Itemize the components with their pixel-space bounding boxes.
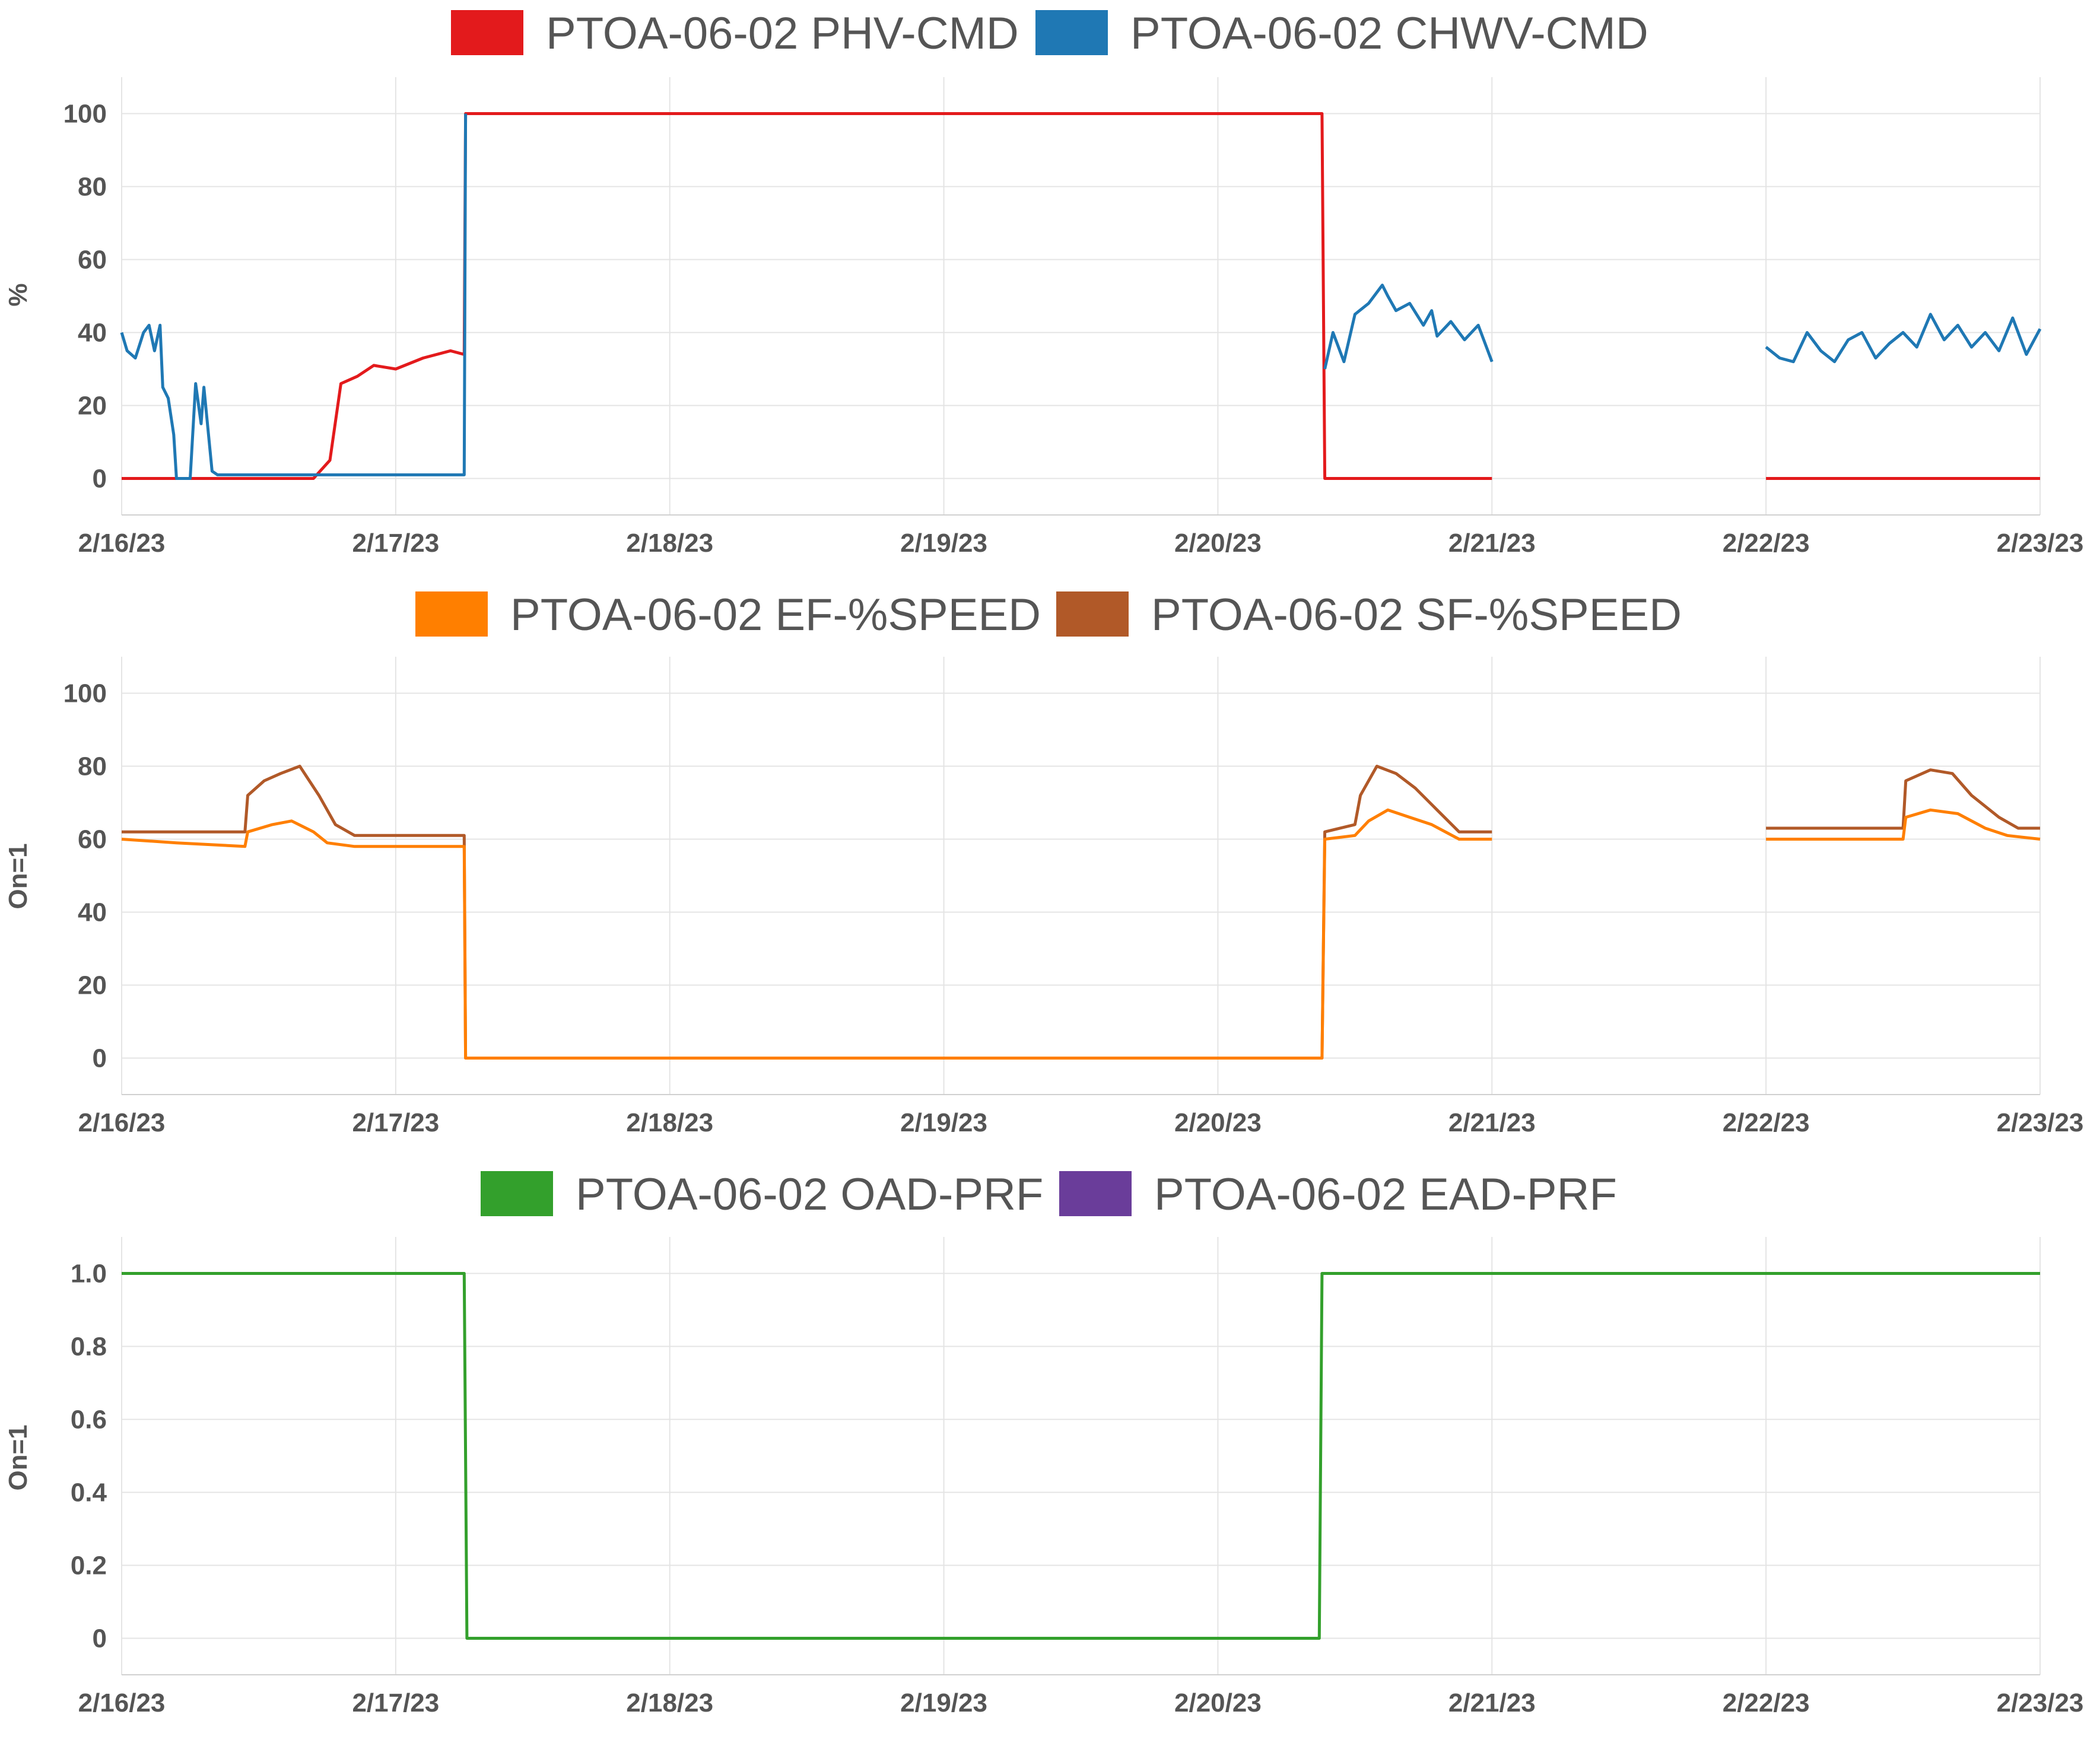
x-tick-label: 2/21/23 bbox=[1448, 1688, 1536, 1717]
series-line-ptoa-06-02-phv-cmd-seg-1 bbox=[122, 112, 1492, 480]
x-tick-label: 2/20/23 bbox=[1174, 529, 1262, 558]
y-tick-label: 0.8 bbox=[71, 1332, 107, 1362]
y-tick-label: 40 bbox=[78, 898, 107, 927]
legend-label[interactable]: PTOA-06-02 EF-%SPEED bbox=[510, 590, 1041, 640]
x-tick-label: 2/17/23 bbox=[352, 1688, 439, 1717]
y-tick-label: 80 bbox=[78, 173, 107, 202]
x-tick-label: 2/23/23 bbox=[1997, 1688, 2084, 1717]
chart-panel-1: 0 20 40 60 80 100 2/16/23 2/17/23 2/18/23 2/19/23… bbox=[4, 8, 2083, 558]
y-tick-label: 40 bbox=[78, 319, 107, 348]
y-tick-label: 60 bbox=[78, 825, 107, 854]
series-line-ptoa-06-02-ef-speed-seg-2 bbox=[1766, 808, 2041, 841]
x-tick-label: 2/23/23 bbox=[1997, 529, 2084, 558]
x-tick-label: 2/18/23 bbox=[626, 1108, 713, 1137]
x-tick-label: 2/21/23 bbox=[1448, 529, 1536, 558]
x-tick-label: 2/17/23 bbox=[352, 529, 439, 558]
legend-label[interactable]: PTOA-06-02 OAD-PRF bbox=[576, 1169, 1043, 1220]
y-tick-label: 0 bbox=[93, 465, 107, 494]
x-tick-label: 2/22/23 bbox=[1723, 1108, 1810, 1137]
x-tick-label: 2/20/23 bbox=[1174, 1108, 1262, 1137]
y-tick-label: 80 bbox=[78, 752, 107, 781]
x-tick-label: 2/21/23 bbox=[1448, 1108, 1536, 1137]
legend-swatch[interactable] bbox=[415, 591, 488, 637]
chart-panel-3: 0 0.2 0.4 0.6 0.8 1.0 2/16/23 2/17/23 2/18/23 2/1… bbox=[4, 1169, 2083, 1717]
legend-label[interactable]: PTOA-06-02 PHV-CMD bbox=[546, 8, 1019, 59]
y-axis-label: % bbox=[4, 283, 33, 306]
y-tick-label: 0 bbox=[93, 1624, 107, 1653]
legend-label[interactable]: PTOA-06-02 SF-%SPEED bbox=[1151, 590, 1682, 640]
legend-label[interactable]: PTOA-06-02 EAD-PRF bbox=[1154, 1169, 1617, 1220]
legend-swatch[interactable] bbox=[1056, 591, 1129, 637]
series-line-ptoa-06-02-ef-speed-seg-1 bbox=[121, 808, 1492, 1060]
x-tick-label: 2/16/23 bbox=[78, 529, 166, 558]
legend-swatch[interactable] bbox=[1035, 10, 1108, 55]
series-line-ptoa-06-02-sf-speed-seg-2 bbox=[1766, 768, 2040, 830]
x-tick-label: 2/23/23 bbox=[1997, 1108, 2084, 1137]
y-tick-label: 100 bbox=[63, 679, 107, 708]
x-tick-label: 2/22/23 bbox=[1723, 529, 1810, 558]
y-tick-label: 1.0 bbox=[71, 1259, 107, 1289]
x-tick-label: 2/18/23 bbox=[626, 529, 713, 558]
legend-swatch[interactable] bbox=[481, 1171, 553, 1216]
y-tick-label: 60 bbox=[78, 246, 107, 275]
y-tick-label: 0.6 bbox=[71, 1405, 107, 1435]
series-line-ptoa-06-02-chwv-cmd-seg-3 bbox=[1765, 313, 2042, 364]
legend-label[interactable]: PTOA-06-02 CHWV-CMD bbox=[1130, 8, 1648, 59]
y-tick-label: 0.2 bbox=[71, 1551, 107, 1580]
x-tick-label: 2/19/23 bbox=[900, 1688, 987, 1717]
y-tick-label: 20 bbox=[78, 392, 107, 421]
legend-swatch[interactable] bbox=[1059, 1171, 1132, 1216]
y-tick-label: 100 bbox=[63, 100, 107, 129]
y-tick-label: 20 bbox=[78, 971, 107, 1000]
x-tick-label: 2/22/23 bbox=[1723, 1688, 1810, 1717]
x-tick-label: 2/18/23 bbox=[626, 1688, 713, 1717]
y-axis-label: On=1 bbox=[4, 843, 33, 909]
y-tick-label: 0 bbox=[93, 1044, 107, 1073]
y-axis-label: On=1 bbox=[4, 1424, 33, 1490]
x-tick-label: 2/20/23 bbox=[1174, 1688, 1262, 1717]
series-line-ptoa-06-02-oad-prf-seg-1 bbox=[122, 1272, 2040, 1640]
x-tick-label: 2/19/23 bbox=[900, 529, 987, 558]
legend-swatch[interactable] bbox=[451, 10, 523, 55]
x-tick-label: 2/19/23 bbox=[900, 1108, 987, 1137]
x-tick-label: 2/16/23 bbox=[78, 1108, 166, 1137]
y-tick-label: 0.4 bbox=[71, 1478, 107, 1507]
series-line-ptoa-06-02-chwv-cmd-seg-2 bbox=[1323, 284, 1494, 370]
series-line-ptoa-06-02-chwv-cmd-seg-1 bbox=[120, 113, 468, 480]
x-tick-label: 2/16/23 bbox=[78, 1688, 166, 1717]
chart-panel-2: 0 20 40 60 80 100 2/16/23 2/17/23 2/18/23 2/19/23… bbox=[4, 590, 2083, 1137]
x-tick-label: 2/17/23 bbox=[352, 1108, 439, 1137]
